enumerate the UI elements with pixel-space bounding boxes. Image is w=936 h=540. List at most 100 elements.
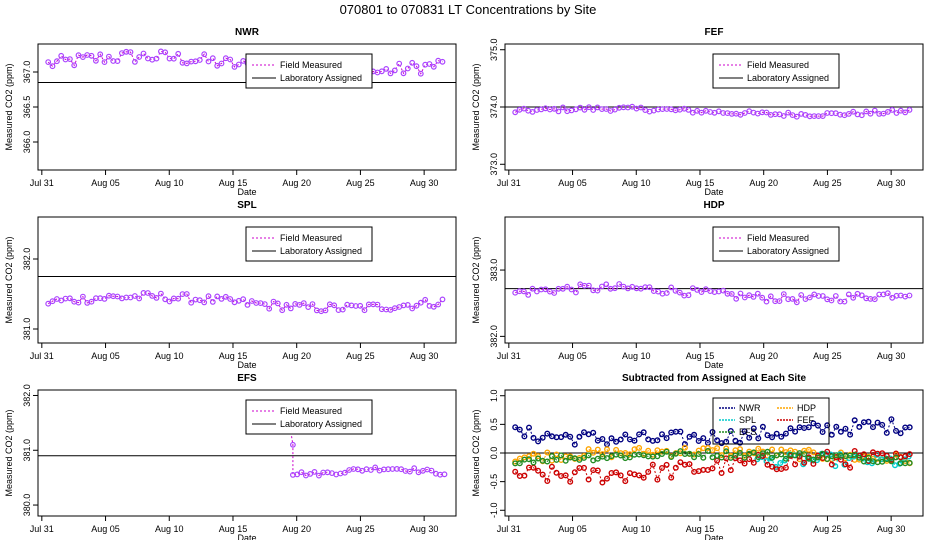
x-tick-label: Aug 05 bbox=[558, 178, 587, 188]
legend-label-nwr: NWR bbox=[739, 403, 761, 413]
data-point bbox=[290, 441, 296, 448]
point-efs bbox=[562, 457, 569, 464]
panel-title: EFS bbox=[237, 373, 257, 384]
y-axis-label: Measured CO2 (ppm) bbox=[471, 236, 481, 323]
point-nwr bbox=[535, 438, 542, 445]
data-point bbox=[551, 105, 558, 112]
y-tick-label: 382.0 bbox=[489, 325, 499, 348]
y-tick-label: 381.0 bbox=[22, 439, 32, 462]
point-fef bbox=[645, 468, 652, 475]
point-fef bbox=[608, 470, 615, 477]
data-point bbox=[845, 110, 852, 117]
point-nwr bbox=[906, 424, 913, 431]
point-nwr bbox=[581, 429, 588, 436]
data-point bbox=[66, 56, 73, 62]
data-point bbox=[409, 305, 416, 312]
data-point bbox=[205, 58, 212, 65]
data-point bbox=[893, 110, 900, 116]
point-efs bbox=[700, 454, 707, 461]
y-tick-label: -1.0 bbox=[489, 503, 499, 519]
legend-box bbox=[712, 397, 830, 445]
legend-box bbox=[245, 226, 373, 262]
point-hdp bbox=[594, 446, 601, 453]
point-efs bbox=[594, 455, 601, 462]
x-tick-label: Aug 30 bbox=[410, 351, 439, 361]
point-fef bbox=[521, 472, 528, 479]
data-point bbox=[603, 281, 610, 288]
point-nwr bbox=[521, 433, 528, 440]
data-point bbox=[361, 307, 368, 314]
x-tick-label: Aug 25 bbox=[813, 351, 842, 361]
point-fef bbox=[737, 457, 744, 464]
data-point bbox=[845, 291, 852, 298]
point-nwr bbox=[778, 433, 785, 440]
point-fef bbox=[686, 461, 693, 468]
data-point bbox=[196, 57, 203, 63]
data-point bbox=[439, 296, 446, 303]
point-fef bbox=[893, 450, 900, 457]
point-efs bbox=[686, 450, 693, 457]
point-efs bbox=[548, 453, 555, 460]
x-axis-label: Date bbox=[237, 187, 256, 197]
data-point bbox=[97, 51, 104, 58]
data-point bbox=[294, 471, 301, 478]
data-point bbox=[819, 293, 826, 299]
data-point bbox=[750, 294, 757, 300]
point-hdp bbox=[714, 445, 721, 452]
data-point bbox=[902, 109, 909, 116]
data-point bbox=[374, 301, 381, 308]
data-point bbox=[383, 65, 390, 72]
data-point bbox=[261, 301, 268, 308]
x-tick-label: Aug 10 bbox=[155, 178, 184, 188]
point-efs bbox=[769, 454, 776, 461]
point-fef bbox=[792, 461, 799, 468]
data-point bbox=[422, 296, 429, 303]
legend: Field Measured Laboratory Assigned bbox=[712, 53, 840, 89]
panel-title: Subtracted from Assigned at Each Site bbox=[622, 373, 807, 384]
point-efs bbox=[704, 448, 711, 455]
x-tick-label: Aug 10 bbox=[622, 524, 651, 534]
point-hdp bbox=[723, 445, 730, 452]
point-fef bbox=[672, 464, 679, 471]
point-nwr bbox=[567, 433, 574, 440]
point-efs bbox=[819, 450, 826, 457]
x-tick-label: Aug 05 bbox=[558, 351, 587, 361]
x-tick-label: Aug 25 bbox=[813, 524, 842, 534]
data-point bbox=[49, 298, 56, 305]
data-point bbox=[175, 295, 182, 302]
data-point bbox=[759, 294, 766, 301]
point-efs bbox=[544, 458, 551, 465]
data-point bbox=[114, 58, 121, 64]
point-efs bbox=[815, 454, 822, 461]
data-point bbox=[793, 299, 800, 306]
data-point bbox=[140, 50, 147, 57]
data-point bbox=[300, 300, 307, 307]
data-point bbox=[396, 60, 403, 67]
data-point bbox=[594, 287, 601, 294]
data-point bbox=[581, 106, 588, 113]
y-tick-label: 373.0 bbox=[489, 153, 499, 176]
point-nwr bbox=[792, 428, 799, 435]
panel-efs: EFS Jul 31 Aug 05 Aug 10 Aug 15 Aug 20 Aug 25 A… bbox=[4, 373, 457, 540]
data-point bbox=[668, 284, 675, 291]
panel-title: NWR bbox=[235, 27, 260, 38]
point-nwr bbox=[727, 428, 734, 435]
data-point bbox=[413, 63, 420, 70]
x-tick-label: Jul 31 bbox=[30, 524, 54, 534]
data-point bbox=[214, 62, 221, 69]
data-point bbox=[733, 295, 740, 302]
point-spl bbox=[777, 460, 784, 467]
point-efs bbox=[672, 450, 679, 457]
data-point bbox=[763, 298, 770, 305]
point-fef bbox=[750, 459, 757, 466]
point-efs bbox=[535, 455, 542, 462]
data-point bbox=[407, 468, 413, 475]
data-point bbox=[298, 469, 305, 476]
y-tick-label: 1.0 bbox=[489, 389, 499, 402]
point-efs bbox=[732, 452, 739, 459]
data-point bbox=[357, 302, 364, 309]
point-fef bbox=[604, 475, 611, 482]
point-nwr bbox=[654, 437, 661, 444]
point-efs bbox=[879, 458, 886, 465]
y-axis-label: Measured CO2 (ppm) bbox=[4, 409, 14, 496]
